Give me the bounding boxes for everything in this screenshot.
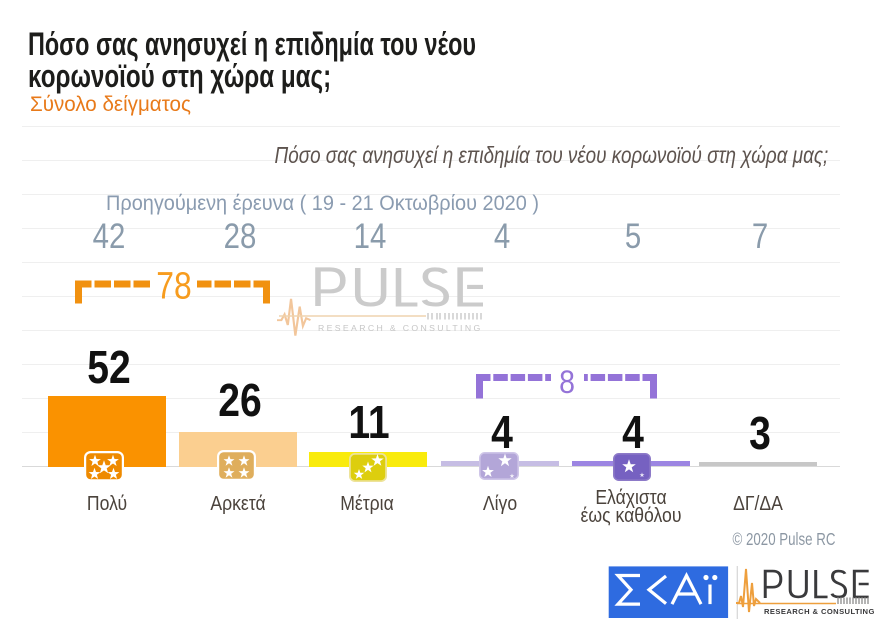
svg-text:8: 8 [559, 366, 575, 401]
svg-text:RESEARCH & CONSULTING: RESEARCH & CONSULTING [318, 323, 483, 333]
svg-text:78: 78 [156, 265, 191, 307]
svg-text:RESEARCH & CONSULTING: RESEARCH & CONSULTING [764, 607, 875, 616]
